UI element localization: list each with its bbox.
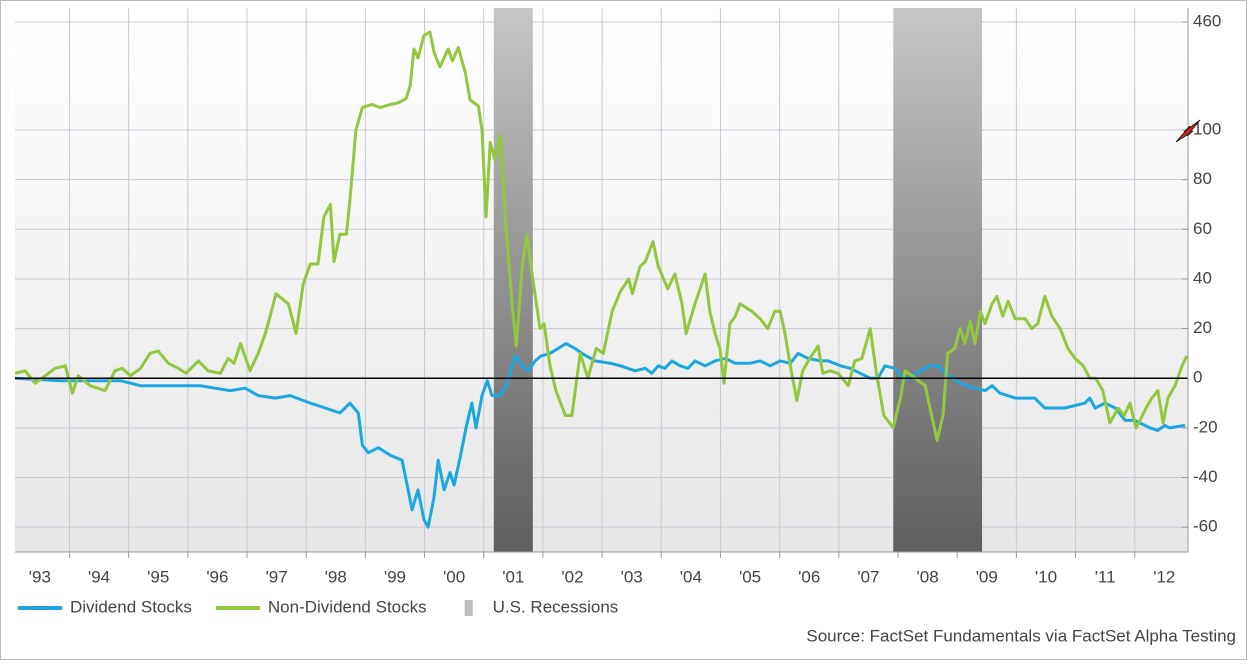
- recession-band: [493, 8, 533, 552]
- x-tick-label: '12: [1153, 567, 1175, 586]
- x-tick-label: '01: [502, 567, 524, 586]
- x-tick-label: '06: [798, 567, 820, 586]
- y-tick-label: 100: [1193, 119, 1221, 138]
- x-tick-label: '93: [29, 567, 51, 586]
- x-tick-label: '09: [976, 567, 998, 586]
- x-tick-label: '03: [621, 567, 643, 586]
- x-tick-label: '96: [206, 567, 228, 586]
- y-tick-label: 80: [1193, 169, 1212, 188]
- x-tick-label: '98: [325, 567, 347, 586]
- x-tick-label: '02: [561, 567, 583, 586]
- y-tick-label: 40: [1193, 268, 1212, 287]
- x-tick-label: '08: [917, 567, 939, 586]
- x-tick-label: '10: [1035, 567, 1057, 586]
- x-tick-label: '95: [147, 567, 169, 586]
- x-tick-label: '99: [384, 567, 406, 586]
- y-tick-label: 60: [1193, 219, 1212, 238]
- legend-label: U.S. Recessions: [493, 597, 619, 616]
- legend-swatch: [464, 600, 473, 616]
- axis-break-icon: [1175, 119, 1201, 143]
- x-tick-label: '00: [443, 567, 465, 586]
- legend-label: Non-Dividend Stocks: [268, 597, 427, 616]
- source-note: Source: FactSet Fundamentals via FactSet…: [806, 626, 1236, 645]
- y-tick-label: -60: [1193, 517, 1218, 536]
- y-tick-label: 0: [1193, 368, 1202, 387]
- x-tick-label: '04: [680, 567, 702, 586]
- y-tick-label: 20: [1193, 318, 1212, 337]
- x-tick-label: '11: [1095, 567, 1116, 586]
- y-tick-label: 460: [1193, 11, 1221, 30]
- series-line: [14, 30, 1189, 442]
- x-tick-label: '97: [266, 567, 288, 586]
- y-tick-label: -40: [1193, 467, 1218, 486]
- x-tick-label: '07: [857, 567, 879, 586]
- x-tick-label: '94: [88, 567, 110, 586]
- series-line: [14, 342, 1186, 529]
- recession-band: [893, 8, 983, 552]
- legend-label: Dividend Stocks: [70, 597, 192, 616]
- x-tick-label: '05: [739, 567, 761, 586]
- y-tick-label: -20: [1193, 417, 1218, 436]
- plot-area: [15, 8, 1188, 552]
